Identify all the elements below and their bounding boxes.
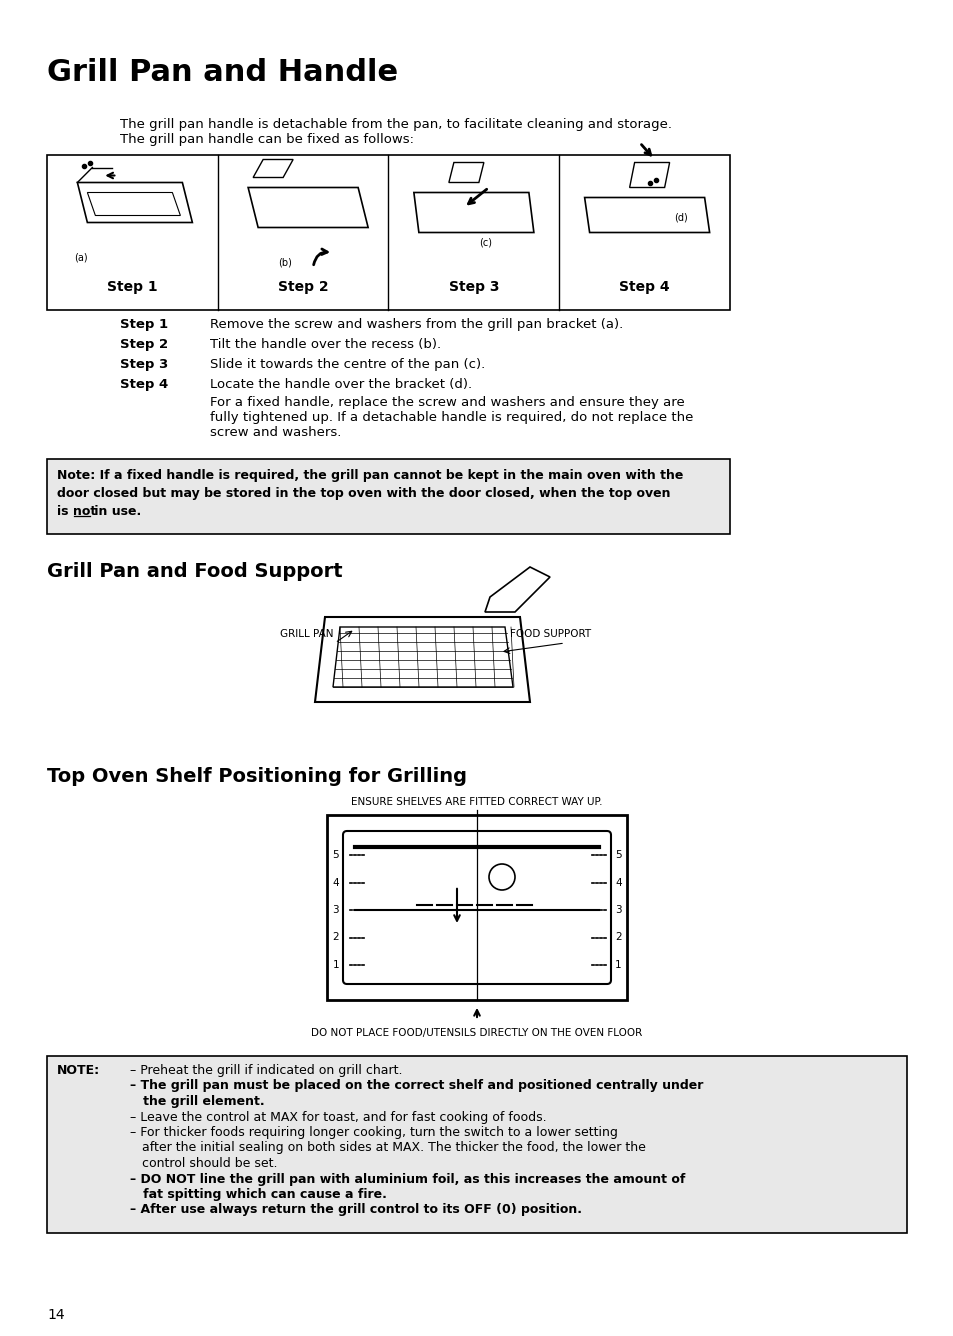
Text: – After use always return the grill control to its OFF (0) position.: – After use always return the grill cont… [130, 1204, 581, 1217]
Text: 4: 4 [332, 878, 338, 887]
Text: Step 1: Step 1 [120, 318, 168, 331]
Text: after the initial sealing on both sides at MAX. The thicker the food, the lower : after the initial sealing on both sides … [130, 1141, 645, 1154]
Text: GRILL PAN: GRILL PAN [280, 629, 334, 639]
Text: Slide it towards the centre of the pan (c).: Slide it towards the centre of the pan (… [210, 358, 485, 371]
Text: Note: If a fixed handle is required, the grill pan cannot be kept in the main ov: Note: If a fixed handle is required, the… [57, 469, 682, 482]
Text: Locate the handle over the bracket (d).: Locate the handle over the bracket (d). [210, 378, 472, 391]
Text: not: not [73, 505, 96, 518]
Text: Step 2: Step 2 [120, 338, 168, 351]
Text: 14: 14 [47, 1308, 65, 1323]
Text: ENSURE SHELVES ARE FITTED CORRECT WAY UP.: ENSURE SHELVES ARE FITTED CORRECT WAY UP… [351, 798, 602, 807]
Text: 5: 5 [332, 850, 338, 860]
Text: (b): (b) [278, 258, 292, 267]
Text: 2: 2 [615, 933, 621, 942]
Text: – The grill pan must be placed on the correct shelf and positioned centrally und: – The grill pan must be placed on the co… [130, 1079, 702, 1093]
Text: – For thicker foods requiring longer cooking, turn the switch to a lower setting: – For thicker foods requiring longer coo… [130, 1126, 618, 1140]
Text: (c): (c) [478, 238, 492, 247]
Text: – DO NOT line the grill pan with aluminium foil, as this increases the amount of: – DO NOT line the grill pan with alumini… [130, 1173, 684, 1185]
FancyBboxPatch shape [343, 831, 610, 985]
Text: Step 1: Step 1 [107, 281, 157, 294]
Text: Step 4: Step 4 [120, 378, 168, 391]
Bar [47, 1055, 906, 1233]
Text: DO NOT PLACE FOOD/UTENSILS DIRECTLY ON THE OVEN FLOOR: DO NOT PLACE FOOD/UTENSILS DIRECTLY ON T… [311, 1027, 642, 1038]
Text: Grill Pan and Handle: Grill Pan and Handle [47, 57, 397, 87]
Text: – Preheat the grill if indicated on grill chart.: – Preheat the grill if indicated on gril… [130, 1063, 402, 1077]
Text: the grill element.: the grill element. [130, 1096, 264, 1108]
Text: fat spitting which can cause a fire.: fat spitting which can cause a fire. [130, 1188, 387, 1201]
Text: FOOD SUPPORT: FOOD SUPPORT [510, 629, 591, 639]
Text: Tilt the handle over the recess (b).: Tilt the handle over the recess (b). [210, 338, 440, 351]
Text: – Leave the control at MAX for toast, and for fast cooking of foods.: – Leave the control at MAX for toast, an… [130, 1110, 546, 1124]
Text: Step 3: Step 3 [120, 358, 168, 371]
Text: NOTE:: NOTE: [57, 1063, 100, 1077]
Text: Step 3: Step 3 [448, 281, 498, 294]
Text: Step 4: Step 4 [618, 281, 669, 294]
Text: 2: 2 [332, 933, 338, 942]
Bar [47, 460, 729, 534]
Text: (a): (a) [74, 253, 88, 262]
Text: in use.: in use. [90, 505, 141, 518]
Text: For a fixed handle, replace the screw and washers and ensure they are
fully tigh: For a fixed handle, replace the screw an… [210, 395, 693, 440]
Text: 1: 1 [332, 961, 338, 970]
Text: 1: 1 [615, 961, 621, 970]
Text: is: is [57, 505, 72, 518]
Text: 5: 5 [615, 850, 621, 860]
Text: The grill pan handle is detachable from the pan, to facilitate cleaning and stor: The grill pan handle is detachable from … [120, 118, 671, 146]
Bar [327, 815, 626, 1001]
Text: 3: 3 [332, 904, 338, 915]
Text: Top Oven Shelf Positioning for Grilling: Top Oven Shelf Positioning for Grilling [47, 767, 467, 786]
Text: door closed but may be stored in the top oven with the door closed, when the top: door closed but may be stored in the top… [57, 488, 670, 500]
Text: 3: 3 [615, 904, 621, 915]
Bar [47, 155, 729, 310]
Text: control should be set.: control should be set. [130, 1157, 277, 1170]
Text: Step 2: Step 2 [277, 281, 328, 294]
Text: 4: 4 [615, 878, 621, 887]
Text: Remove the screw and washers from the grill pan bracket (a).: Remove the screw and washers from the gr… [210, 318, 622, 331]
Text: (d): (d) [674, 212, 688, 223]
Text: Grill Pan and Food Support: Grill Pan and Food Support [47, 562, 342, 581]
